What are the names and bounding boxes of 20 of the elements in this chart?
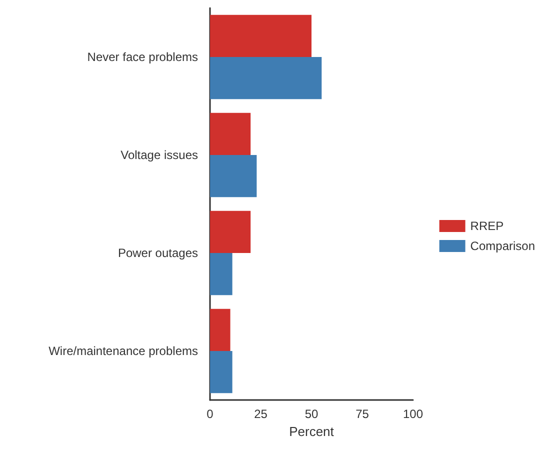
y-tick-label: Never face problems [87, 50, 198, 64]
bar [210, 308, 230, 351]
bar [210, 351, 232, 394]
y-tick-label: Wire/maintenance problems [48, 344, 198, 358]
legend-label: Comparison [470, 239, 536, 253]
x-tick-label: 50 [304, 407, 318, 421]
x-tick-label: 0 [206, 407, 214, 421]
bar [210, 210, 251, 253]
bar [210, 253, 232, 296]
legend-label: RREP [470, 219, 504, 233]
x-axis-title: Percent [289, 424, 334, 439]
bar [210, 57, 322, 100]
y-tick-label: Power outages [118, 246, 198, 260]
bar [210, 14, 312, 57]
bar [210, 112, 251, 155]
x-tick-label: 25 [254, 407, 268, 421]
x-tick-label: 75 [356, 407, 370, 421]
y-tick-label: Voltage issues [120, 148, 198, 162]
bar [210, 155, 257, 198]
x-tick-label: 100 [402, 407, 424, 421]
